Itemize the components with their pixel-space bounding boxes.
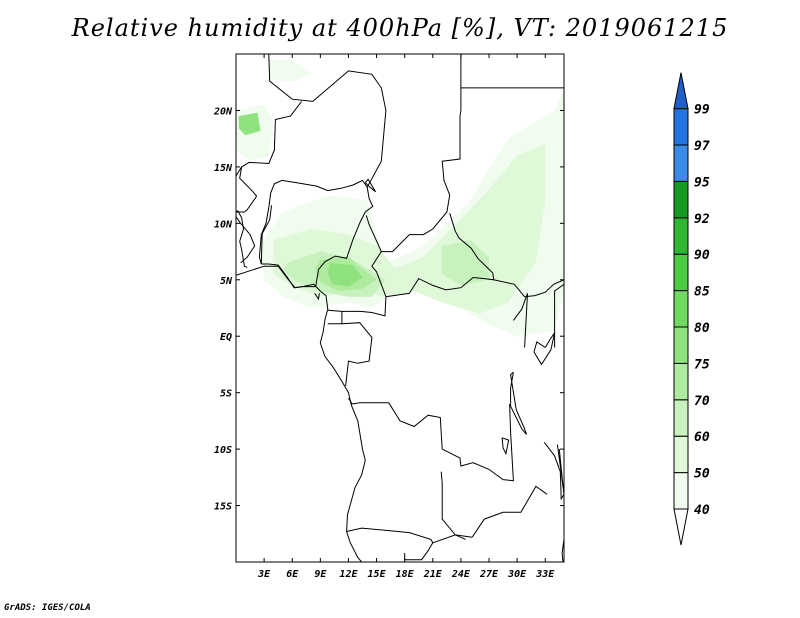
lake-outline	[556, 444, 564, 495]
colorbar-segment	[673, 180, 689, 219]
lon-tick-label: 21E	[423, 569, 443, 580]
country-border	[260, 205, 273, 265]
lake-outline	[510, 371, 527, 435]
coastline	[561, 539, 564, 562]
country-border	[341, 322, 373, 386]
latitude-axis: 20N 15N 10N 5N EQ 5S 10S 15S	[213, 106, 564, 513]
map-frame	[235, 53, 565, 563]
grads-credit: GrADS: IGES/COLA	[4, 603, 91, 613]
lat-tick-label: 15N	[214, 163, 233, 174]
colorbar-segment	[673, 326, 689, 364]
coastline	[236, 216, 256, 264]
colorbar: 40 50 60 70 75 80 85 90 92 95 97 99	[673, 72, 710, 546]
humidity-region	[442, 240, 489, 286]
lon-tick-label: 24E	[451, 569, 471, 580]
colorbar-segment	[673, 399, 689, 437]
colorbar-label: 99	[694, 103, 710, 118]
map-title: Relative humidity at 400hPa [%], VT: 201…	[71, 14, 729, 42]
country-border	[348, 398, 514, 482]
humidity-region	[327, 262, 363, 287]
colorbar-label: 92	[694, 212, 710, 227]
colorbar-segment	[673, 253, 689, 292]
lon-tick-label: 9E	[314, 569, 327, 580]
colorbar-segment	[673, 290, 689, 328]
lon-tick-label: 3E	[257, 569, 271, 580]
lon-tick-label: 12E	[339, 569, 358, 580]
lat-tick-label: 20N	[213, 106, 233, 117]
lake-outline	[533, 332, 556, 366]
country-border	[381, 110, 462, 253]
colorbar-bottom-arrow	[673, 508, 689, 546]
country-border	[236, 166, 258, 213]
humidity-region	[268, 59, 311, 83]
country-border	[258, 54, 387, 265]
lake-outline	[364, 178, 377, 193]
lon-tick-label: 27E	[479, 569, 499, 580]
colorbar-label: 60	[694, 430, 710, 445]
colorbar-label: 85	[694, 285, 710, 300]
country-border	[241, 101, 302, 168]
colorbar-label: 70	[694, 394, 710, 409]
country-border	[493, 279, 564, 298]
colorbar-segment	[673, 435, 689, 474]
colorbar-segment	[673, 144, 689, 182]
lat-tick-label: 15S	[214, 502, 232, 513]
colorbar-segment	[673, 217, 689, 255]
longitude-axis: 3E 6E 9E 12E 15E 18E 21E 24E 27E 30E 33E	[257, 54, 555, 580]
country-border	[315, 187, 374, 287]
colorbar-label: 50	[694, 467, 710, 482]
lat-tick-label: 10N	[214, 219, 233, 230]
country-border	[471, 485, 548, 538]
lon-tick-label: 33E	[535, 569, 555, 580]
lat-tick-label: 5S	[220, 389, 232, 400]
country-border	[236, 210, 248, 268]
colorbar-label: 80	[694, 321, 710, 336]
colorbar-segment	[673, 472, 689, 510]
lat-tick-label: 5N	[220, 276, 233, 287]
colorbar-label: 75	[694, 357, 710, 372]
country-border	[440, 471, 466, 540]
colorbar-segment	[673, 108, 689, 146]
lon-tick-label: 6E	[286, 569, 299, 580]
lon-tick-label: 15E	[368, 569, 387, 580]
colorbar-label: 97	[694, 139, 710, 154]
country-border	[512, 293, 528, 348]
humidity-region	[238, 112, 261, 136]
country-border	[404, 542, 434, 561]
lake-outline	[501, 437, 510, 456]
lat-tick-label: 10S	[214, 445, 232, 456]
colorbar-label: 40	[694, 503, 710, 518]
colorbar-segment	[673, 362, 689, 401]
country-border	[554, 283, 564, 348]
coastline	[314, 293, 320, 301]
country-border	[327, 215, 387, 317]
country-borders	[236, 54, 564, 562]
lon-tick-label: 30E	[507, 569, 527, 580]
coastline	[236, 265, 366, 562]
colorbar-label: 95	[694, 175, 710, 190]
colorbar-top-arrow	[673, 72, 689, 110]
lon-tick-label: 18E	[396, 569, 415, 580]
country-border	[543, 441, 564, 501]
lat-tick-label: EQ	[220, 332, 232, 343]
colorbar-label: 90	[694, 248, 710, 263]
country-border	[385, 213, 495, 298]
